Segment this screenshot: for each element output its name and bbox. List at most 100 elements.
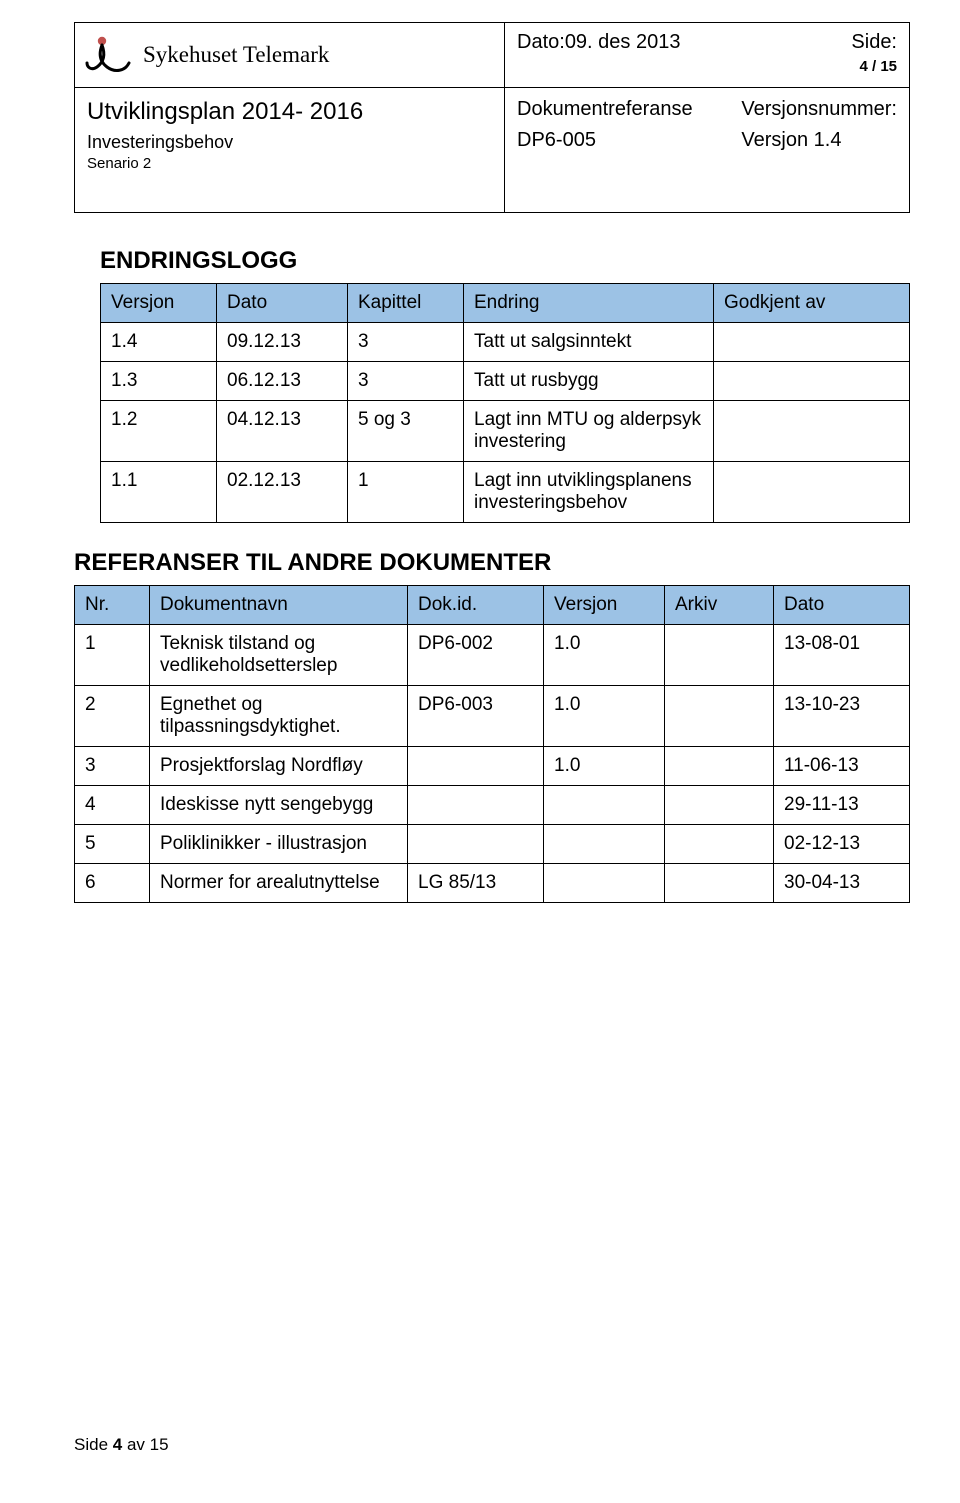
side-label: Side: — [851, 31, 897, 54]
cell-nr: 5 — [75, 825, 150, 864]
cell-kapittel: 5 og 3 — [348, 401, 464, 462]
header-row-2: Utviklingsplan 2014- 2016 Investeringsbe… — [75, 88, 909, 212]
cell-dato: 13-08-01 — [774, 625, 910, 686]
header-row-1: Sykehuset Telemark Dato:09. des 2013 Sid… — [75, 23, 909, 88]
logo-cell: Sykehuset Telemark — [75, 23, 505, 88]
cell-versjon: 1.3 — [101, 362, 217, 401]
section-referanser: REFERANSER TIL ANDRE DOKUMENTER — [74, 549, 910, 577]
cell-dato: 30-04-13 — [774, 864, 910, 903]
table-row: 1.409.12.133Tatt ut salgsinntekt — [101, 323, 910, 362]
brand-name: Sykehuset Telemark — [143, 42, 329, 68]
col-id: Dok.id. — [408, 586, 544, 625]
col-kapittel: Kapittel — [348, 284, 464, 323]
cell-id — [408, 786, 544, 825]
cell-kapittel: 3 — [348, 362, 464, 401]
cell-endring: Lagt inn utviklingsplanens investeringsb… — [464, 462, 714, 523]
cell-navn: Poliklinikker - illustrasjon — [150, 825, 408, 864]
meta-cell: Dokumentreferanse DP6-005 Versjonsnummer… — [505, 88, 909, 212]
col-nr: Nr. — [75, 586, 150, 625]
cell-versjon — [544, 786, 665, 825]
col-endring: Endring — [464, 284, 714, 323]
footer-page: 4 — [113, 1435, 122, 1454]
cell-navn: Normer for arealutnyttelse — [150, 864, 408, 903]
cell-arkiv — [665, 686, 774, 747]
cell-endring: Tatt ut salgsinntekt — [464, 323, 714, 362]
section-endringslogg: ENDRINGSLOGG — [100, 247, 910, 275]
cell-navn: Teknisk tilstand og vedlikeholdsettersle… — [150, 625, 408, 686]
cell-versjon — [544, 825, 665, 864]
version-value: Versjon 1.4 — [741, 129, 897, 152]
table-row: 5Poliklinikker - illustrasjon02-12-13 — [75, 825, 910, 864]
page-footer: Side 4 av 15 — [74, 1435, 169, 1455]
footer-prefix: Side — [74, 1435, 113, 1454]
page: Sykehuset Telemark Dato:09. des 2013 Sid… — [0, 0, 960, 1503]
cell-endring: Lagt inn MTU og alderpsyk investering — [464, 401, 714, 462]
cell-nr: 1 — [75, 625, 150, 686]
cell-versjon: 1.0 — [544, 686, 665, 747]
cell-dato: 02.12.13 — [217, 462, 348, 523]
cell-endring: Tatt ut rusbygg — [464, 362, 714, 401]
cell-godkjent — [714, 401, 910, 462]
cell-versjon: 1.0 — [544, 747, 665, 786]
cell-versjon: 1.1 — [101, 462, 217, 523]
cell-dato: 06.12.13 — [217, 362, 348, 401]
cell-navn: Prosjektforslag Nordfløy — [150, 747, 408, 786]
cell-dato: 29-11-13 — [774, 786, 910, 825]
table-row: 3Prosjektforslag Nordfløy 1.0 11-06-13 — [75, 747, 910, 786]
doc-subtitle: Investeringsbehov — [87, 132, 492, 153]
table-row: 1.306.12.133Tatt ut rusbygg — [101, 362, 910, 401]
cell-kapittel: 1 — [348, 462, 464, 523]
cell-kapittel: 3 — [348, 323, 464, 362]
date-value: 09. des 2013 — [565, 31, 681, 53]
table-row: 2Egnethet og tilpassningsdyktighet.DP6-0… — [75, 686, 910, 747]
cell-arkiv — [665, 786, 774, 825]
col-versjon: Versjon — [544, 586, 665, 625]
version-block: Versjonsnummer: Versjon 1.4 — [741, 98, 897, 172]
doc-title: Utviklingsplan 2014- 2016 — [87, 98, 492, 126]
cell-versjon: 1.2 — [101, 401, 217, 462]
col-versjon: Versjon — [101, 284, 217, 323]
cell-nr: 6 — [75, 864, 150, 903]
cell-versjon — [544, 864, 665, 903]
cell-arkiv — [665, 747, 774, 786]
table-row: 1Teknisk tilstand og vedlikeholdsettersl… — [75, 625, 910, 686]
cell-arkiv — [665, 864, 774, 903]
table-row: 6Normer for arealutnyttelseLG 85/13 30-04… — [75, 864, 910, 903]
cell-arkiv — [665, 825, 774, 864]
header-frame: Sykehuset Telemark Dato:09. des 2013 Sid… — [74, 22, 910, 213]
doc-scenario: Senario 2 — [87, 155, 492, 172]
table-row: 4Ideskisse nytt sengebygg29-11-13 — [75, 786, 910, 825]
cell-godkjent — [714, 362, 910, 401]
referanser-table: Nr. Dokumentnavn Dok.id. Versjon Arkiv D… — [74, 585, 910, 903]
document-date: Dato:09. des 2013 — [517, 31, 680, 54]
cell-arkiv — [665, 625, 774, 686]
footer-suffix: av 15 — [122, 1435, 168, 1454]
header-date-cell: Dato:09. des 2013 Side: 4 / 15 — [505, 23, 909, 88]
date-label: Dato: — [517, 31, 565, 53]
col-dato: Dato — [774, 586, 910, 625]
docref-value: DP6-005 — [517, 129, 693, 152]
table-header-row: Versjon Dato Kapittel Endring Godkjent a… — [101, 284, 910, 323]
hospital-logo-icon — [85, 31, 133, 79]
col-navn: Dokumentnavn — [150, 586, 408, 625]
table-row: 1.102.12.131Lagt inn utviklingsplanens i… — [101, 462, 910, 523]
cell-id: LG 85/13 — [408, 864, 544, 903]
docref-block: Dokumentreferanse DP6-005 — [517, 98, 693, 172]
title-cell: Utviklingsplan 2014- 2016 Investeringsbe… — [75, 88, 505, 212]
table-header-row: Nr. Dokumentnavn Dok.id. Versjon Arkiv D… — [75, 586, 910, 625]
col-arkiv: Arkiv — [665, 586, 774, 625]
table-row: 1.204.12.135 og 3Lagt inn MTU og alderps… — [101, 401, 910, 462]
cell-nr: 3 — [75, 747, 150, 786]
cell-id — [408, 825, 544, 864]
cell-versjon: 1.4 — [101, 323, 217, 362]
cell-id: DP6-003 — [408, 686, 544, 747]
cell-dato: 09.12.13 — [217, 323, 348, 362]
cell-dato: 11-06-13 — [774, 747, 910, 786]
cell-navn: Egnethet og tilpassningsdyktighet. — [150, 686, 408, 747]
cell-nr: 4 — [75, 786, 150, 825]
endringslogg-table: Versjon Dato Kapittel Endring Godkjent a… — [100, 283, 910, 523]
cell-dato: 04.12.13 — [217, 401, 348, 462]
col-godkjent: Godkjent av — [714, 284, 910, 323]
cell-godkjent — [714, 462, 910, 523]
cell-nr: 2 — [75, 686, 150, 747]
